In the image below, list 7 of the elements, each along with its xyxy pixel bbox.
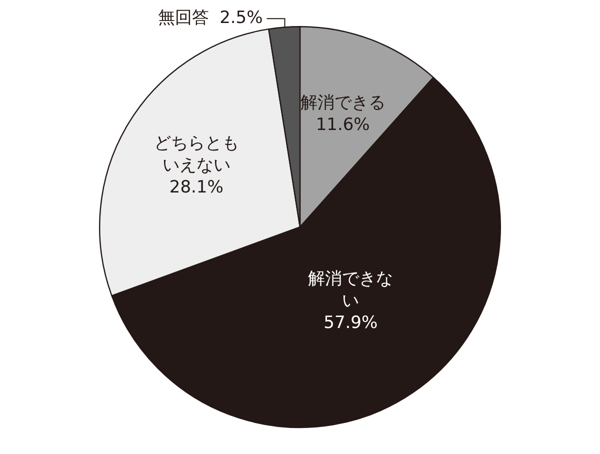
slice-label: 解消できない <box>308 269 394 312</box>
slice-label: 無回答 2.5% <box>158 8 263 28</box>
data-label: 57.9% <box>324 313 378 334</box>
data-label: 28.1% <box>169 177 224 198</box>
data-label: 11.6% <box>316 115 370 136</box>
slice-label: どちらともいえない <box>154 133 239 176</box>
slice-label: 解消できる <box>300 93 386 114</box>
